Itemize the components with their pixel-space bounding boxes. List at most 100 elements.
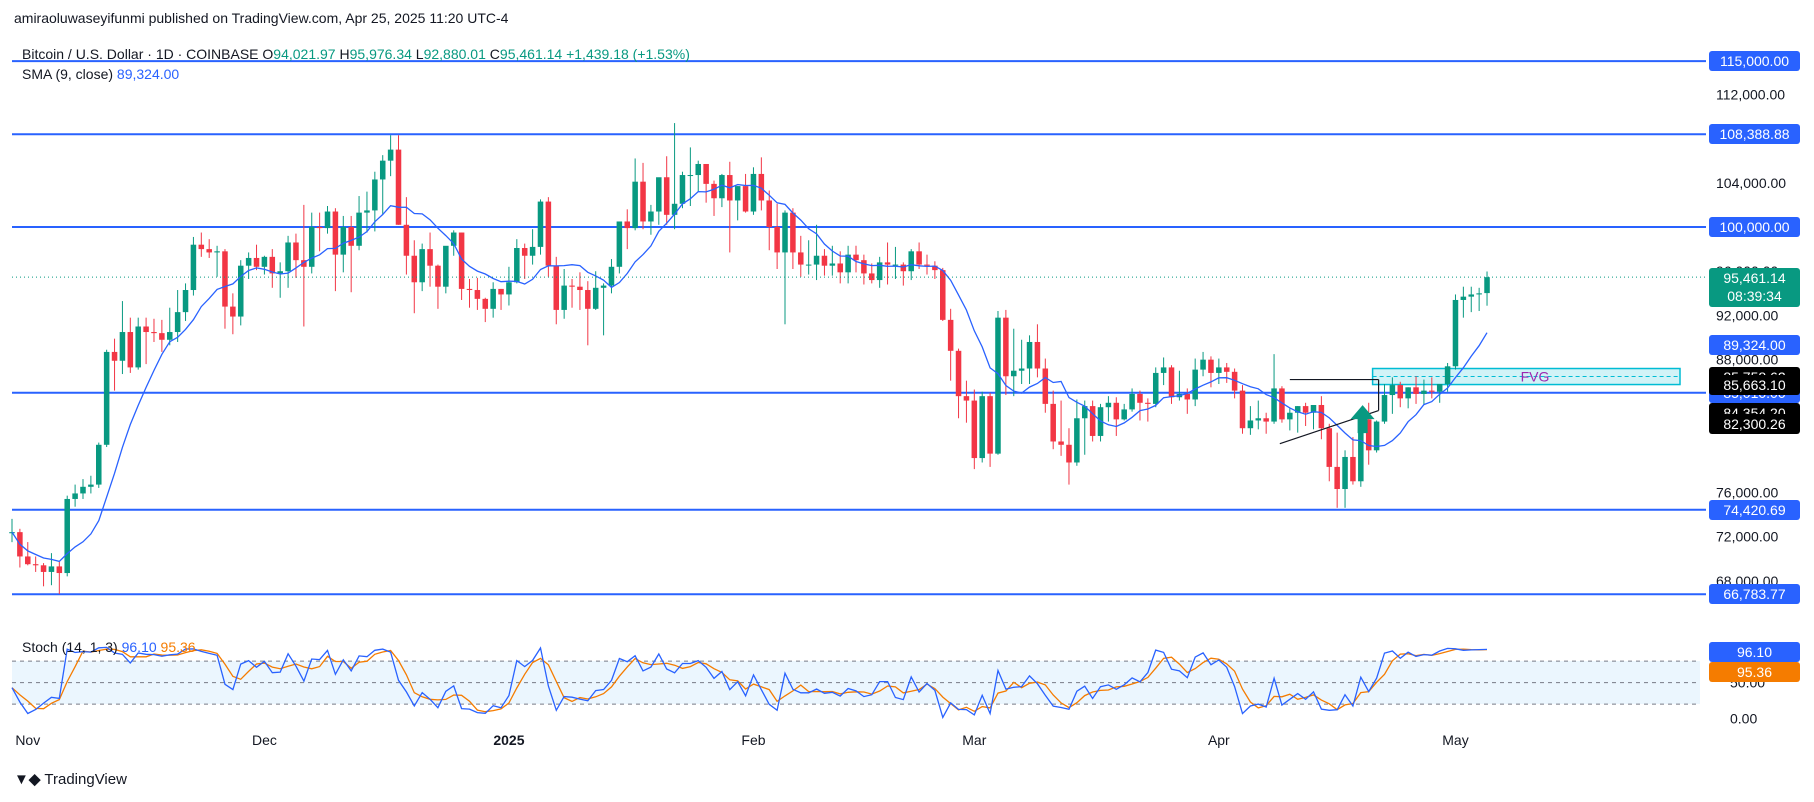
candle-body [656, 177, 662, 212]
candle-body [285, 242, 291, 272]
candle-body [758, 173, 765, 201]
low-value: 92,880.01 [423, 46, 486, 62]
candle-body [671, 203, 678, 215]
brand-name: TradingView [44, 770, 127, 788]
candle-body [537, 201, 544, 247]
candle-body [1429, 390, 1435, 392]
candle-body [474, 290, 481, 299]
candle-body [703, 163, 709, 184]
candle-body [1294, 406, 1301, 413]
price-badge: 85,663.10 [1709, 375, 1800, 396]
x-tick-label: Apr [1208, 732, 1230, 748]
sma-line [11, 183, 1488, 563]
level-badge: 100,000.00 [1709, 217, 1800, 237]
y-tick-label: 92,000.00 [1716, 307, 1778, 323]
candle-body [332, 211, 339, 255]
candle-body [616, 221, 623, 267]
candle-body [1287, 412, 1293, 420]
tradingview-logo-icon: ▼◆ [14, 771, 41, 788]
candle-body [80, 486, 86, 494]
candle-body [111, 351, 118, 361]
level-badge: 66,783.77 [1709, 584, 1800, 605]
candle-body [348, 227, 354, 246]
candle-body [316, 227, 323, 229]
candle-body [1018, 368, 1025, 371]
candle-body [869, 273, 875, 281]
candle-body [1121, 409, 1127, 420]
close-label: C [489, 46, 500, 62]
candle-body [403, 224, 410, 256]
candle-body [719, 175, 725, 199]
stoch-legend: Stoch (14, 1, 3) 96.10 95.36 [22, 639, 196, 655]
candle-body [64, 498, 70, 574]
candle-body [742, 186, 749, 212]
candle-body [1373, 421, 1380, 451]
sma-legend: SMA (9, close) 89,324.00 [22, 66, 179, 82]
candle-body [40, 565, 47, 572]
candle-body [166, 332, 173, 340]
candle-body [1239, 390, 1246, 429]
fvg-zone[interactable]: FVG [1371, 367, 1681, 386]
stoch-k-line [11, 646, 1488, 720]
candle-body [458, 232, 465, 289]
arrow-shape [1350, 405, 1375, 434]
candle-body [876, 262, 883, 281]
candle-body [32, 564, 39, 566]
candle-body [995, 317, 1001, 454]
candle-body [506, 282, 512, 295]
candle-body [971, 400, 978, 459]
candle-body [237, 265, 244, 317]
candle-body [387, 149, 394, 161]
candle-body [1168, 367, 1175, 398]
up-arrow-icon[interactable] [1350, 405, 1375, 434]
candle-body [679, 175, 686, 204]
candle-body [1397, 385, 1404, 399]
candle-body [1152, 372, 1159, 404]
candle-body [1192, 369, 1198, 400]
candle-body [103, 351, 110, 445]
candle-body [916, 251, 922, 265]
stoch-k-value: 96.10 [121, 639, 157, 655]
candle-body [1476, 293, 1482, 295]
candle-body [1184, 393, 1191, 400]
candle-body [1342, 456, 1348, 490]
candle-body [608, 266, 615, 286]
candle-body [561, 285, 567, 310]
candle-body [340, 227, 347, 255]
candle-body [293, 242, 299, 261]
candle-body [845, 254, 851, 273]
level-badge: 74,420.69 [1709, 499, 1800, 520]
candle-body [411, 255, 418, 283]
candle-body [174, 312, 181, 333]
candle-body [182, 290, 189, 313]
candle-body [813, 255, 820, 265]
candle-body [987, 396, 993, 454]
candle-body [924, 264, 930, 266]
close-value: 95,461.14 [499, 46, 563, 62]
candle-body [750, 173, 757, 212]
countdown-value: 08:39:34 [1727, 288, 1782, 305]
candle-body [253, 257, 260, 267]
candle-body [25, 556, 31, 565]
candle-body [261, 256, 268, 267]
candle-body [1216, 367, 1222, 373]
candle-body [277, 271, 283, 274]
candle-body [640, 181, 646, 222]
horizontal-levels[interactable] [12, 60, 1706, 596]
candle-body [766, 200, 772, 227]
candle-body [466, 288, 473, 291]
candle-body [1034, 341, 1041, 369]
level-badge: 108,388.88 [1709, 124, 1800, 145]
candle-body [127, 332, 134, 368]
ohlc-legend: Bitcoin / U.S. Dollar · 1D · COINBASE O9… [22, 46, 690, 62]
candle-body [545, 201, 552, 266]
candle-body [892, 264, 899, 266]
candle-body [1208, 359, 1214, 373]
candle-body [490, 288, 496, 309]
candle-body [1026, 341, 1033, 369]
candle-body [648, 211, 654, 222]
x-tick-label: Mar [962, 732, 986, 748]
candle-body [884, 262, 891, 265]
tradingview-brand[interactable]: ▼◆ TradingView [14, 770, 127, 789]
